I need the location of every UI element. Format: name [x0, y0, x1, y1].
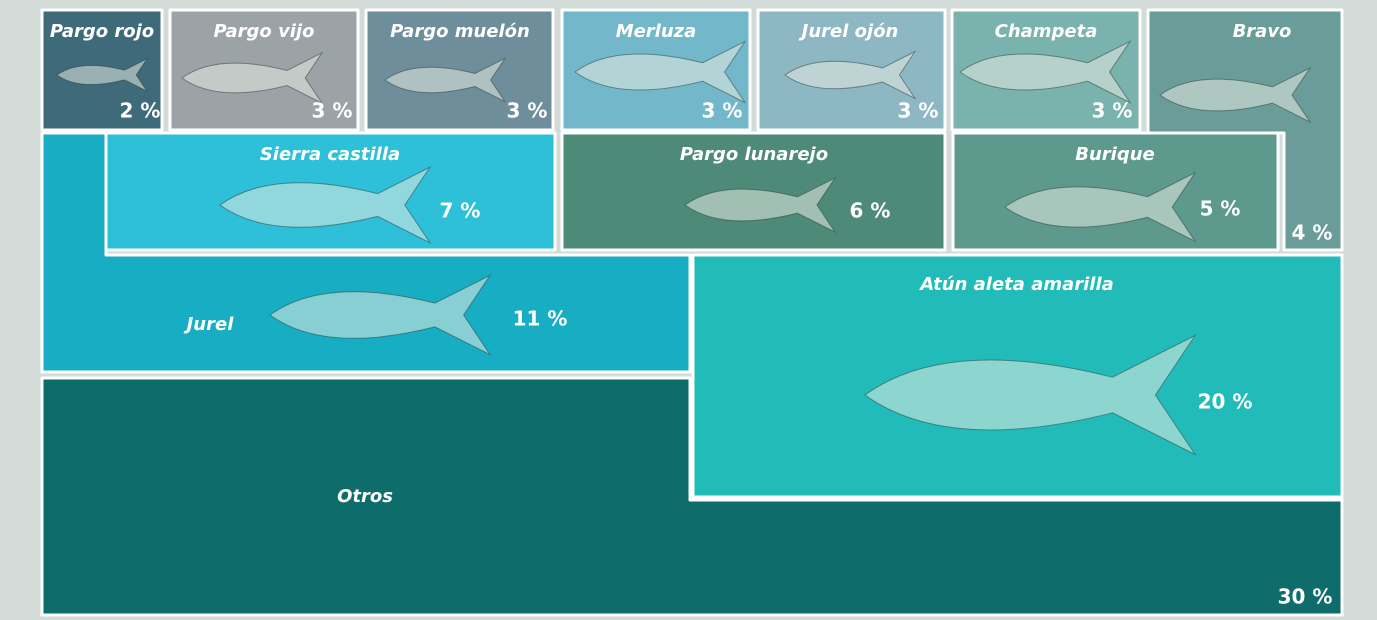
tile-value: 3 % [1092, 99, 1133, 123]
tile-value: 3 % [507, 99, 548, 123]
fish-icon [269, 274, 492, 356]
tile-name: Atún aleta amarilla [918, 274, 1114, 295]
fish-icon [784, 50, 917, 100]
tile-value: 2 % [120, 99, 161, 123]
tile-name: Burique [1075, 144, 1155, 165]
tile [40, 131, 692, 374]
tile-value: 5 % [1200, 197, 1241, 221]
tile-value: 11 % [513, 307, 568, 331]
tile-value: 3 % [312, 99, 353, 123]
tile-name: Champeta [995, 21, 1098, 42]
tile-name: Bravo [1233, 21, 1292, 42]
fish-icon [219, 165, 432, 245]
tile-name: Merluza [616, 21, 697, 42]
tile-name: Pargo rojo [50, 21, 154, 42]
tile-value: 6 % [850, 199, 891, 223]
fish-icon [384, 57, 507, 103]
tile-value: 4 % [1292, 221, 1333, 245]
tile-name: Pargo vijo [213, 21, 314, 42]
fish-icon [959, 40, 1132, 104]
fish-icon [181, 51, 324, 105]
fish-icon [864, 334, 1197, 456]
tile-name: Otros [337, 486, 393, 507]
tile-value: 7 % [440, 199, 481, 223]
tile-value: 30 % [1278, 585, 1333, 609]
tile-value: 3 % [702, 99, 743, 123]
tile-name: Jurel ojón [799, 21, 899, 42]
fish-icon [56, 57, 149, 93]
tile-name: Pargo lunarejo [680, 144, 828, 165]
fish-icon [1159, 66, 1312, 124]
fish-icon [684, 176, 837, 234]
tile-value: 3 % [898, 99, 939, 123]
tile-name: Sierra castilla [260, 144, 400, 165]
tile-name: Pargo muelón [390, 21, 530, 42]
fish-icon [574, 40, 747, 104]
tile [40, 376, 1344, 617]
tile-value: 20 % [1198, 390, 1253, 414]
fish-icon [1004, 171, 1197, 243]
tile-name: Jurel [184, 314, 235, 335]
